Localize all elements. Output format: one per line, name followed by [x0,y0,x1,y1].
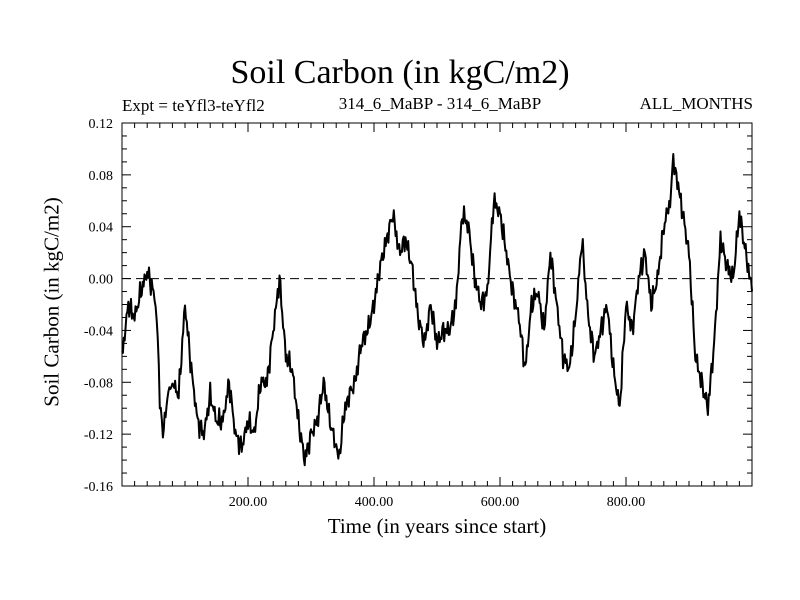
months-label: ALL_MONTHS [639,94,753,113]
x-axis-label: Time (in years since start) [327,514,547,538]
plot-frame [121,122,753,487]
y-tick-label: -0.04 [84,324,113,339]
x-tick-label: 600.00 [481,495,520,510]
y-tick-label: 0.00 [89,273,114,288]
x-tick-label: 400.00 [355,495,394,510]
chart-title: Soil Carbon (in kgC/m2) [230,54,570,91]
difference-label: 314_6_MaBP - 314_6_MaBP [338,94,542,113]
y-tick-label: 0.08 [89,169,114,184]
y-tick-label: 0.12 [89,117,114,132]
y-tick-label: -0.16 [84,480,113,495]
experiment-label: Expt = teYfl3-teYfl2 [122,96,265,115]
x-tick-label: 200.00 [229,495,268,510]
y-tick-label: -0.08 [84,376,113,391]
y-tick-label: -0.12 [84,428,113,443]
series-line [121,153,753,467]
x-tick-label: 800.00 [607,495,646,510]
y-tick-label: 0.04 [89,221,114,236]
